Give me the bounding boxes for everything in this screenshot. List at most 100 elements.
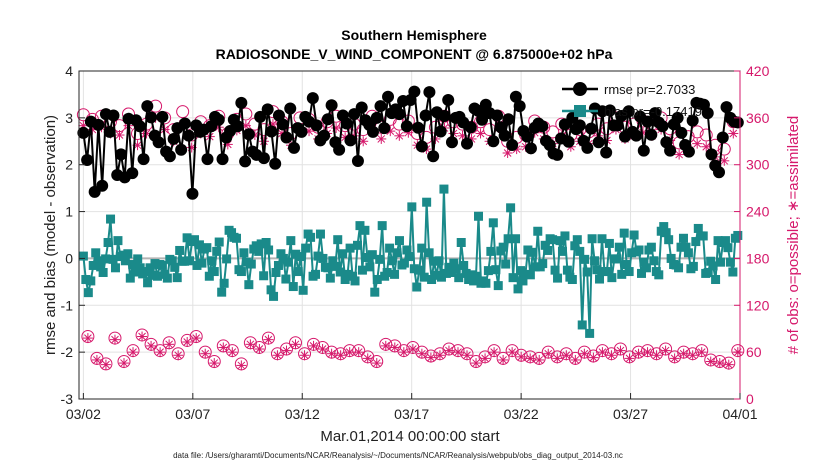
assimilated-obs-marker bbox=[128, 347, 139, 358]
rmse-marker bbox=[675, 126, 688, 139]
bias-marker bbox=[190, 235, 200, 245]
bias-marker bbox=[604, 238, 614, 248]
bias-marker bbox=[572, 235, 582, 245]
bias-marker bbox=[409, 264, 419, 274]
bias-marker bbox=[96, 262, 106, 272]
rmse-marker bbox=[231, 120, 244, 133]
bias-marker bbox=[343, 269, 353, 279]
bias-marker bbox=[241, 257, 251, 267]
assimilated-obs-marker bbox=[100, 359, 111, 370]
bias-marker bbox=[180, 256, 190, 266]
bias-marker bbox=[86, 276, 96, 286]
assimilated-obs-marker bbox=[200, 348, 211, 359]
assimilated-obs-marker bbox=[389, 342, 400, 353]
bias-marker bbox=[525, 270, 535, 280]
assimilated-obs-marker bbox=[227, 347, 238, 358]
rmse-marker bbox=[731, 116, 744, 129]
rmse-marker bbox=[434, 125, 447, 138]
bias-marker bbox=[273, 260, 283, 270]
assimilated-obs-marker bbox=[290, 339, 301, 350]
bias-marker bbox=[575, 246, 585, 256]
bias-marker bbox=[506, 203, 516, 213]
legend-rmse-label: rmse pr=2.7033 bbox=[604, 82, 695, 97]
bias-marker bbox=[607, 273, 617, 283]
rmse-marker bbox=[581, 141, 594, 154]
bias-marker bbox=[323, 263, 333, 273]
assimilated-obs-marker bbox=[579, 348, 590, 359]
bias-marker bbox=[585, 328, 595, 338]
bias-marker bbox=[110, 263, 120, 273]
rmse-marker bbox=[682, 145, 695, 158]
bias-marker bbox=[125, 273, 135, 283]
bias-marker bbox=[143, 278, 153, 288]
bias-marker bbox=[612, 254, 622, 264]
bias-marker bbox=[646, 242, 656, 252]
rmse-marker bbox=[400, 120, 413, 133]
assimilated-obs-marker bbox=[398, 347, 409, 358]
rmse-marker bbox=[254, 110, 267, 123]
bias-marker bbox=[202, 243, 212, 253]
bias-marker bbox=[113, 236, 123, 246]
bias-marker bbox=[538, 259, 548, 269]
bias-marker bbox=[688, 261, 698, 271]
bias-marker bbox=[236, 267, 246, 277]
bias-marker bbox=[471, 271, 481, 281]
rmse-marker bbox=[145, 111, 158, 124]
y-left-tick-label: 3 bbox=[65, 110, 73, 126]
bias-marker bbox=[641, 263, 651, 273]
bias-marker bbox=[175, 245, 185, 255]
bias-marker bbox=[691, 237, 701, 247]
rmse-marker bbox=[412, 121, 425, 134]
rmse-marker bbox=[137, 153, 150, 166]
bias-marker bbox=[580, 254, 590, 264]
bias-marker bbox=[264, 245, 274, 255]
assimilated-obs-marker bbox=[498, 354, 509, 365]
bias-marker bbox=[486, 246, 496, 256]
rmse-marker bbox=[366, 125, 379, 138]
bias-marker bbox=[328, 256, 338, 266]
bias-marker bbox=[488, 218, 498, 228]
rmse-marker bbox=[318, 129, 331, 142]
rmse-marker bbox=[141, 100, 154, 113]
rmse-marker bbox=[573, 119, 586, 132]
y-axis-label-right: # of obs: o=possible; ∗=assimilated bbox=[785, 116, 802, 355]
bias-marker bbox=[483, 266, 493, 276]
rmse-marker bbox=[186, 187, 199, 200]
rmse-marker bbox=[427, 150, 440, 163]
bias-marker bbox=[345, 243, 355, 253]
assimilated-obs-marker bbox=[624, 353, 635, 364]
rmse-marker bbox=[521, 130, 534, 143]
bias-marker bbox=[382, 267, 392, 277]
rmse-marker bbox=[175, 143, 188, 156]
assimilated-obs-marker bbox=[475, 128, 486, 139]
rmse-marker bbox=[713, 166, 726, 179]
x-tick-label: 03/22 bbox=[504, 406, 539, 422]
rmse-marker bbox=[464, 121, 477, 134]
rmse-marker bbox=[622, 105, 635, 118]
bias-marker bbox=[318, 253, 328, 263]
rmse-marker bbox=[212, 113, 225, 126]
rmse-marker bbox=[103, 125, 116, 138]
rmse-marker bbox=[126, 167, 139, 180]
bias-marker bbox=[370, 287, 380, 297]
bias-marker bbox=[83, 288, 93, 298]
bias-marker bbox=[622, 260, 632, 270]
bias-marker bbox=[399, 258, 409, 268]
rmse-marker bbox=[310, 119, 323, 132]
bias-marker bbox=[392, 248, 402, 258]
rmse-marker bbox=[562, 135, 575, 148]
bias-marker bbox=[716, 257, 726, 267]
bias-marker bbox=[654, 270, 664, 280]
bias-marker bbox=[436, 272, 446, 282]
bias-marker bbox=[720, 236, 730, 246]
bias-marker bbox=[550, 265, 560, 275]
rmse-marker bbox=[351, 154, 364, 167]
assimilated-obs-marker bbox=[570, 354, 581, 365]
bias-marker bbox=[595, 274, 605, 284]
rmse-marker bbox=[284, 102, 297, 115]
assimilated-obs-marker bbox=[82, 333, 93, 344]
bias-marker bbox=[725, 257, 735, 267]
assimilated-obs-marker bbox=[91, 354, 102, 365]
bias-marker bbox=[362, 252, 372, 262]
